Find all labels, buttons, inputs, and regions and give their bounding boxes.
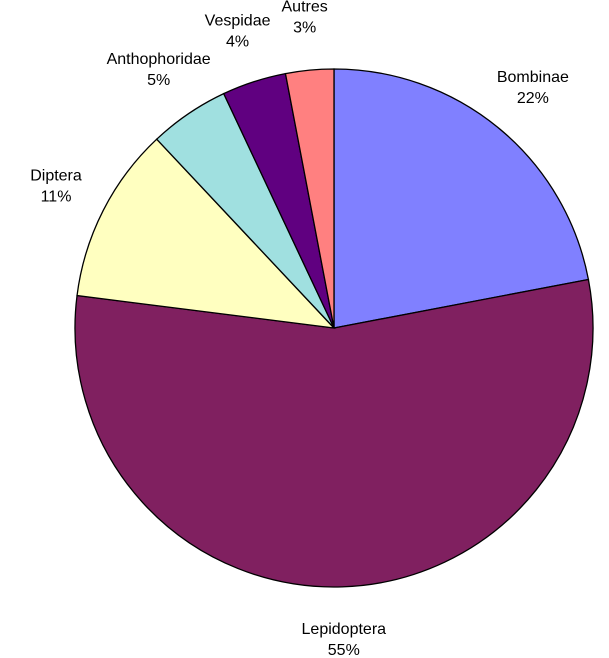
slice-label: Vespidae bbox=[205, 12, 271, 29]
slice-value-label: 5% bbox=[147, 72, 170, 89]
pie-slice bbox=[74, 278, 594, 588]
slice-value-label: 55% bbox=[328, 642, 360, 658]
slice-value-label: 22% bbox=[517, 90, 549, 107]
slice-value-label: 4% bbox=[226, 33, 249, 50]
slice-label: Anthophoridae bbox=[107, 51, 211, 68]
slice-label: Bombinae bbox=[497, 69, 569, 86]
slice-value-label: 11% bbox=[41, 189, 72, 206]
slice-label: Lepidoptera bbox=[302, 621, 387, 638]
pie-slice bbox=[284, 68, 335, 329]
pie-slice bbox=[333, 68, 590, 329]
pie-slice bbox=[76, 138, 336, 329]
slice-label: Diptera bbox=[30, 168, 82, 185]
slice-value-label: 3% bbox=[293, 20, 316, 37]
slice-label: Autres bbox=[282, 0, 328, 16]
